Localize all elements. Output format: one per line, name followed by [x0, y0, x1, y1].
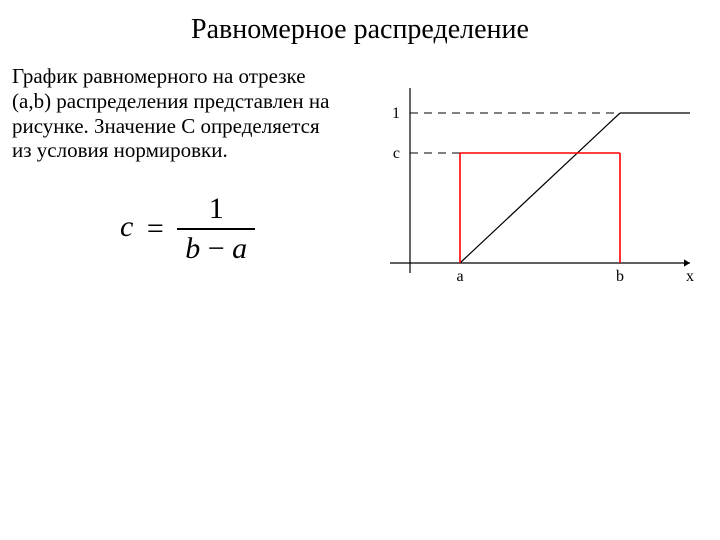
chart-svg: 1 c a b x [380, 88, 700, 308]
formula-den-b: b [185, 232, 200, 265]
formula-lhs: c [120, 210, 133, 243]
formula-den-a: a [232, 232, 247, 265]
svg-text:b: b [616, 268, 624, 285]
formula-fraction: 1 b − a [177, 192, 255, 266]
body-paragraph: График равномерного на отрезке (a,b) рас… [12, 64, 332, 163]
page-title: Равномерное распределение [0, 14, 720, 46]
formula-denominator: b − a [177, 230, 255, 266]
svg-text:1: 1 [392, 105, 400, 122]
formula-numerator: 1 [177, 192, 255, 230]
slide: Равномерное распределение График равноме… [0, 0, 720, 540]
formula-den-minus: − [208, 232, 225, 265]
svg-text:x: x [686, 268, 694, 285]
formula-eq: = [141, 212, 170, 246]
uniform-distribution-chart: 1 c a b x [380, 88, 700, 308]
formula: c = 1 b − a [120, 192, 255, 266]
svg-text:c: c [393, 145, 400, 162]
svg-text:a: a [456, 268, 463, 285]
